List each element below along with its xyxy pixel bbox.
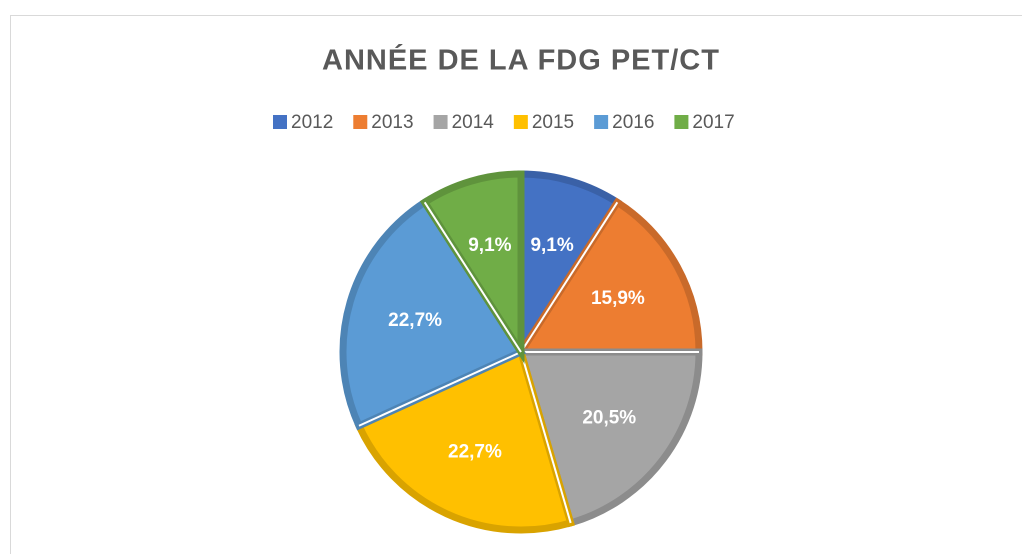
- pie-slice: [516, 348, 703, 528]
- legend-label: 2012: [291, 112, 333, 133]
- legend-label: 2014: [452, 112, 495, 133]
- data-label: 20,5%: [582, 407, 636, 428]
- data-label: 22,7%: [388, 310, 442, 331]
- pie-slice: [339, 197, 527, 431]
- chart-title: ANNÉE DE LA FDG PET/CT: [322, 43, 720, 77]
- slice-separator: [520, 351, 572, 524]
- legend-swatch: [433, 115, 448, 129]
- data-label: 9,1%: [530, 235, 573, 256]
- pie-slice: [419, 170, 525, 364]
- data-label: 9,1%: [468, 235, 511, 256]
- legend-swatch: [594, 115, 609, 129]
- slice-separator: [358, 351, 522, 427]
- pie-slice: [514, 197, 703, 356]
- legend-swatch: [273, 115, 287, 129]
- slice-separator: [423, 201, 522, 353]
- data-label: 22,7%: [448, 441, 502, 462]
- legend-swatch: [513, 115, 528, 129]
- legend-label: 2016: [612, 112, 654, 133]
- slice-separator: [520, 201, 619, 353]
- legend-label: 2013: [371, 112, 413, 133]
- data-label: 15,9%: [591, 288, 645, 309]
- legend-label: 2017: [692, 112, 734, 133]
- legend-label: 2015: [532, 112, 574, 133]
- pie-slice: [354, 347, 575, 534]
- legend-swatch: [353, 115, 368, 129]
- legend-swatch: [674, 115, 689, 129]
